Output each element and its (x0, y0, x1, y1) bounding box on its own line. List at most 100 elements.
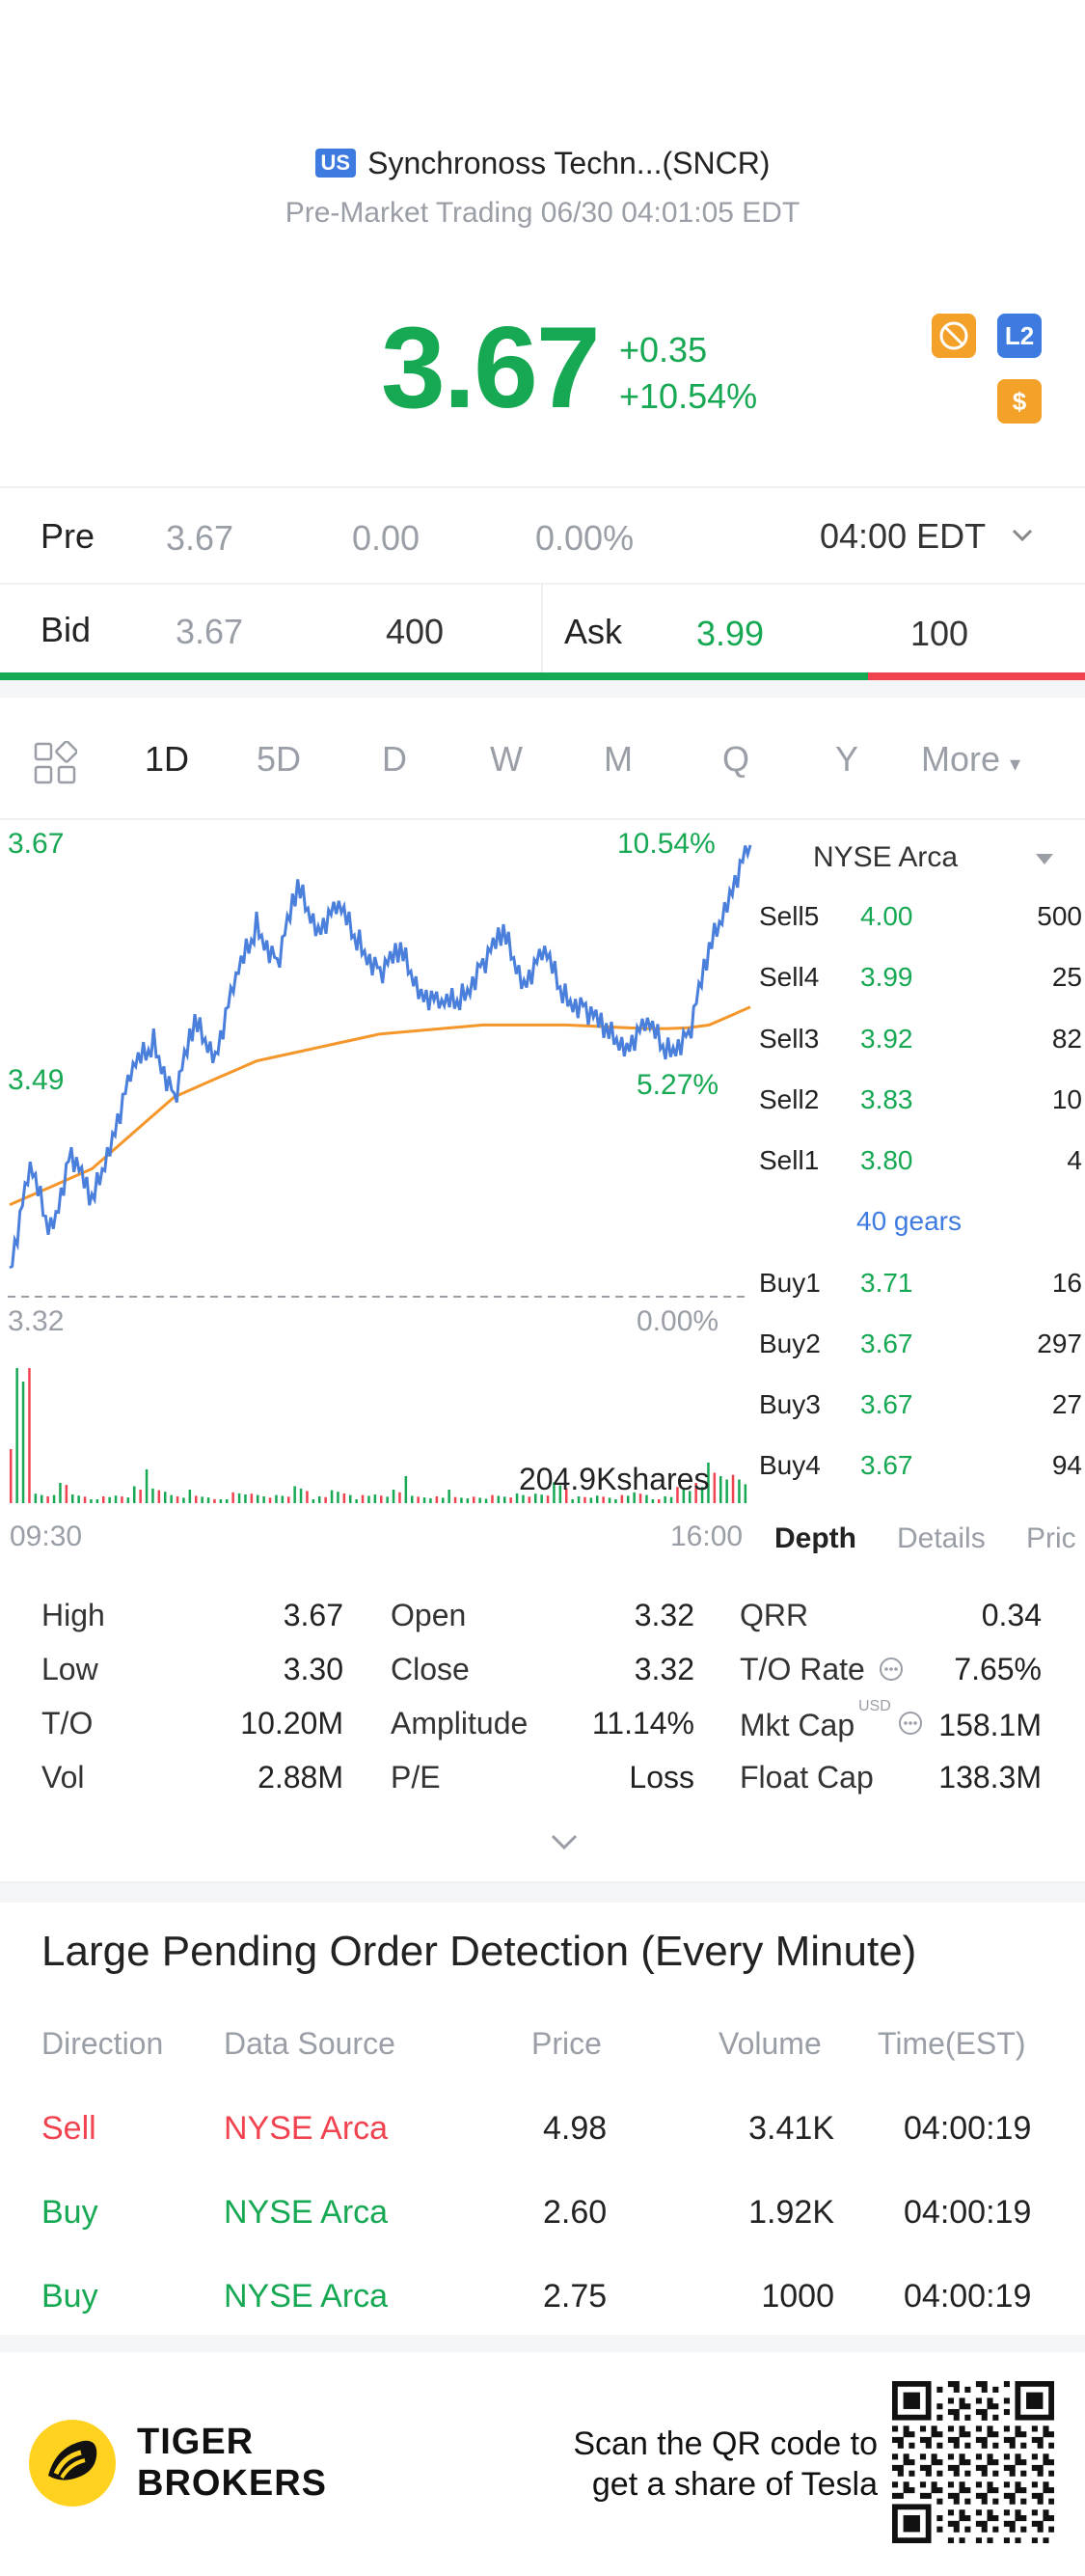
volume-bars (10, 1368, 747, 1503)
pre-label: Pre (41, 516, 95, 556)
grid-layout-icon[interactable] (33, 741, 77, 785)
pre-price: 3.67 (166, 518, 234, 558)
stat-amplitude-value: 11.14% (591, 1706, 694, 1740)
volume-bar (226, 1499, 229, 1503)
no-coin-icon[interactable] (932, 314, 976, 358)
lo-header-source: Data Source (224, 2026, 395, 2061)
chart-y-mid-label: 3.49 (8, 1064, 65, 1096)
volume-bar (114, 1495, 118, 1503)
chart-y-bottom-label: 3.32 (8, 1305, 65, 1337)
lo-row-direction: Buy (41, 2278, 98, 2315)
stat-pe-label: P/E (391, 1760, 441, 1795)
lo-header-volume: Volume (719, 2026, 822, 2061)
depth-row-sell1: Sell1 3.80 4 (759, 1145, 1082, 1175)
divider (0, 486, 1085, 488)
session-time-select[interactable]: 04:00 EDT (820, 516, 987, 556)
volume-bar (108, 1496, 111, 1503)
volume-bar (583, 1496, 586, 1503)
tab-1d[interactable]: 1D (145, 739, 190, 779)
volume-bar (633, 1492, 636, 1503)
brand-name-line1: TIGER (137, 2422, 255, 2462)
chevron-down-icon[interactable] (1008, 521, 1037, 550)
ask-size: 100 (910, 614, 969, 653)
volume-bar (528, 1496, 531, 1503)
caret-down-icon: ▾ (1010, 752, 1021, 776)
volume-bar (219, 1499, 223, 1503)
lo-row-source: NYSE Arca (224, 2278, 389, 2315)
volume-bar (380, 1495, 383, 1503)
volume-bar (201, 1496, 203, 1503)
volume-bar (170, 1494, 173, 1503)
level2-icon[interactable]: L2 (997, 314, 1042, 358)
tab-d[interactable]: D (382, 739, 407, 779)
volume-bar (553, 1482, 556, 1503)
stat-low-value: 3.30 (283, 1652, 343, 1686)
bid-ask-divider (541, 585, 543, 673)
lo-row-source: NYSE Arca (224, 2110, 389, 2147)
tab-price[interactable]: Pric (1026, 1522, 1076, 1554)
volume-bar (41, 1494, 43, 1503)
volume-bar (176, 1496, 179, 1503)
chart-pct-top-label: 10.54% (617, 828, 716, 860)
volume-bar (237, 1493, 241, 1503)
volume-bar (145, 1469, 149, 1503)
lo-row-price: 4.98 (543, 2110, 608, 2147)
bid-label: Bid (41, 610, 92, 649)
tab-more[interactable]: More ▾ (921, 739, 1020, 780)
tab-details[interactable]: Details (897, 1522, 986, 1554)
tab-depth[interactable]: Depth (774, 1522, 856, 1554)
volume-bar (694, 1483, 697, 1503)
gears-link[interactable]: 40 gears (856, 1206, 962, 1236)
scan-text-line2: get a share of Tesla (591, 2466, 878, 2503)
tab-w[interactable]: W (490, 739, 523, 779)
depth-row-sell3: Sell3 3.92 82 (759, 1024, 1082, 1054)
volume-bar (367, 1495, 370, 1503)
tab-q[interactable]: Q (722, 739, 750, 779)
dollar-icon[interactable]: $ (997, 379, 1042, 424)
stat-open-label: Open (391, 1598, 467, 1632)
exchange-selector[interactable]: NYSE Arca (813, 841, 959, 873)
volume-bar (448, 1490, 450, 1503)
stat-close-value: 3.32 (634, 1652, 694, 1686)
volume-bar (466, 1498, 470, 1503)
lo-row-time: 04:00:19 (904, 2278, 1032, 2315)
volume-bar (361, 1494, 365, 1503)
intraday-chart[interactable] (0, 822, 762, 1517)
brand-name-line2: BROKERS (137, 2463, 328, 2504)
section-gap (0, 680, 1085, 698)
lo-row-volume: 3.41K (748, 2110, 834, 2147)
tab-m[interactable]: M (604, 739, 633, 779)
stock-name: Synchronoss Techn...(SNCR) (367, 145, 771, 180)
x-axis-end-label: 16:00 (670, 1521, 744, 1552)
volume-bar (744, 1484, 747, 1503)
expand-chevron-icon[interactable] (548, 1831, 581, 1852)
volume-bar (71, 1494, 74, 1503)
bid-price: 3.67 (176, 612, 244, 651)
volume-bar (638, 1494, 642, 1503)
average-price-line (9, 1005, 751, 1207)
volume-bar (484, 1498, 488, 1503)
tab-y[interactable]: Y (835, 739, 859, 779)
tab-5d[interactable]: 5D (257, 739, 302, 779)
section-gap (0, 1883, 1085, 1903)
volume-bar (83, 1496, 87, 1503)
tab-more-label: More (921, 739, 1001, 779)
volume-bar (52, 1494, 56, 1503)
volume-bar (435, 1496, 439, 1503)
depth-row-buy4: Buy4 3.67 94 (759, 1450, 1082, 1480)
lo-header-direction: Direction (41, 2026, 164, 2061)
volume-bar (195, 1495, 198, 1503)
divider (0, 583, 1085, 585)
volume-bar (133, 1486, 136, 1503)
info-more-icon[interactable] (878, 1656, 905, 1683)
stat-high-value: 3.67 (283, 1598, 343, 1632)
caret-down-icon[interactable] (1034, 851, 1055, 866)
volume-bar (121, 1496, 123, 1503)
volume-bar (491, 1494, 494, 1503)
stock-title-row: US Synchronoss Techn...(SNCR) (0, 141, 1085, 185)
stat-open-value: 3.32 (634, 1598, 694, 1632)
info-more-icon[interactable] (897, 1710, 924, 1737)
volume-bar (596, 1495, 599, 1503)
stat-float-cap-label: Float Cap (740, 1760, 874, 1795)
volume-bar (682, 1489, 686, 1503)
